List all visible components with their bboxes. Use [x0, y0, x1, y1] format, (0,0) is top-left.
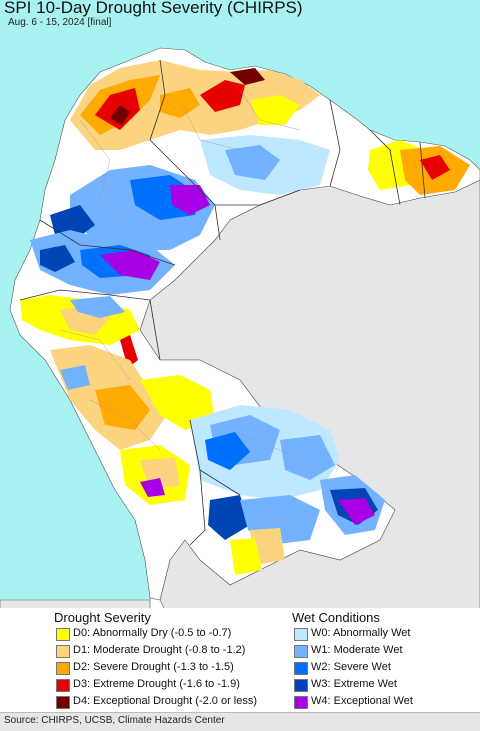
- south-coast: [149, 597, 166, 610]
- legend-swatch-d2: [56, 662, 70, 675]
- map-title: SPI 10-Day Drought Severity (CHIRPS): [4, 0, 303, 17]
- legend-label-d4: D4: Exceptional Drought (-2.0 or less): [73, 695, 258, 707]
- drought-map: [0, 0, 480, 610]
- map-subtitle: Aug. 6 - 15, 2024 [final]: [8, 17, 112, 28]
- legend-label-d3: D3: Extreme Drought (-1.6 to -1.9): [73, 678, 240, 690]
- country-borders: [19, 59, 426, 546]
- legend-label-w3: W3: Extreme Wet: [311, 678, 397, 690]
- legend-swatch-d1: [56, 645, 70, 658]
- admin-borders: [59, 89, 321, 521]
- legend-swatch-w0: [294, 628, 308, 641]
- legend-swatch-w4: [294, 696, 308, 709]
- legend-swatch-w1: [294, 645, 308, 658]
- source-bar: Source: CHIRPS, UCSB, Climate Hazards Ce…: [0, 712, 480, 731]
- legend-label-w0: W0: Abnormally Wet: [311, 627, 411, 639]
- legend-label-d2: D2: Severe Drought (-1.3 to -1.5): [73, 661, 234, 673]
- wet-legend-heading: Wet Conditions: [292, 610, 380, 625]
- drought-legend-heading: Drought Severity: [54, 610, 151, 625]
- legend-label-d1: D1: Moderate Drought (-0.8 to -1.2): [73, 644, 246, 656]
- legend-swatch-d4: [56, 696, 70, 709]
- title-box: SPI 10-Day Drought Severity (CHIRPS) Aug…: [2, 0, 322, 30]
- severity-patches: [20, 60, 470, 575]
- legend-label-w4: W4: Exceptional Wet: [311, 695, 413, 707]
- legend-label-d0: D0: Abnormally Dry (-0.5 to -0.7): [73, 627, 232, 639]
- legend-label-w2: W2: Severe Wet: [311, 661, 391, 673]
- source-text: Source: CHIRPS, UCSB, Climate Hazards Ce…: [4, 715, 225, 726]
- legend-swatch-d0: [56, 628, 70, 641]
- legend-swatch-d3: [56, 679, 70, 692]
- legend-label-w1: W1: Moderate Wet: [311, 644, 403, 656]
- legend-swatch-w2: [294, 662, 308, 675]
- legend: Drought Severity Wet Conditions D0: Abno…: [0, 608, 480, 712]
- legend-swatch-w3: [294, 679, 308, 692]
